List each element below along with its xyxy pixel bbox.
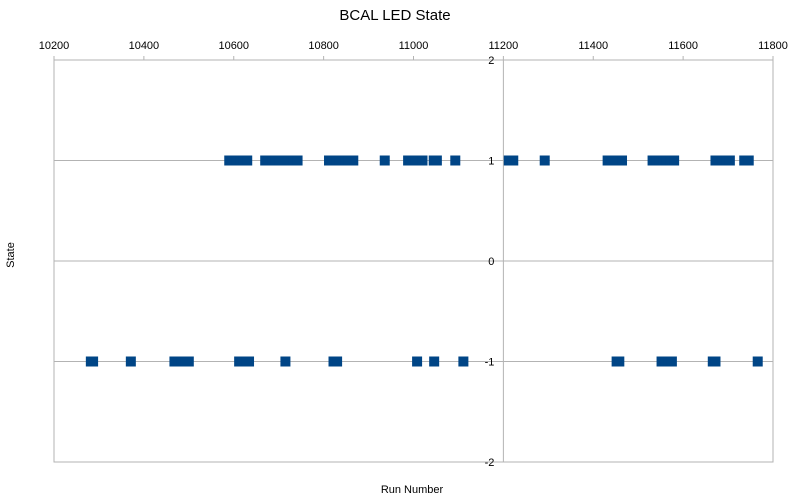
y-tick-label-1: 1	[488, 156, 494, 168]
data-point-68	[332, 356, 343, 367]
x-tick-label-2: 10600	[218, 40, 249, 52]
x-tick-label-1: 10400	[129, 40, 160, 52]
data-point-22	[348, 155, 359, 166]
plot-area: 2 1 0 -1 -2 10200 10400 10600 10800 11000 11200 114…	[39, 40, 788, 469]
x-axis-title: Run Number	[381, 484, 444, 494]
y-tick-label-4: -2	[485, 457, 495, 469]
data-point-80	[752, 356, 763, 367]
y-tick-label-2: 0	[488, 256, 494, 268]
data-point-79	[710, 356, 721, 367]
data-point-15	[292, 155, 303, 166]
x-tick-label-5: 11200	[488, 40, 518, 52]
x-tick-label-6: 11400	[578, 40, 608, 52]
data-point-69	[412, 356, 423, 367]
data-point-34	[539, 155, 550, 166]
data-point-61	[183, 356, 194, 367]
data-point-56	[125, 356, 136, 367]
y-tick-label-0: 2	[488, 55, 494, 67]
data-point-19	[334, 155, 345, 166]
data-point-5	[242, 155, 253, 166]
x-tick-label-7: 11600	[668, 40, 698, 52]
data-point-39	[617, 155, 628, 166]
y-axis-title: State	[5, 242, 17, 268]
data-point-77	[666, 356, 677, 367]
data-point-31	[450, 155, 461, 166]
x-tick-label-8: 11800	[758, 40, 788, 52]
data-point-46	[669, 155, 680, 166]
data-point-33	[508, 155, 519, 166]
data-point-28	[417, 155, 428, 166]
data-point-73	[614, 356, 625, 367]
data-point-30	[431, 155, 442, 166]
data-point-71	[458, 356, 469, 367]
data-point-51	[724, 155, 735, 166]
data-point-55	[88, 356, 99, 367]
chart-title: BCAL LED State	[339, 7, 450, 24]
y-tick-label-3: -1	[485, 357, 495, 369]
data-point-53	[743, 155, 754, 166]
x-tick-label-0: 10200	[39, 40, 70, 52]
x-tick-label-3: 10800	[308, 40, 339, 52]
data-point-65	[244, 356, 255, 367]
x-tick-label-4: 11000	[399, 40, 429, 52]
data-point-66	[280, 356, 291, 367]
data-point-70	[429, 356, 440, 367]
data-point-23	[379, 155, 390, 166]
